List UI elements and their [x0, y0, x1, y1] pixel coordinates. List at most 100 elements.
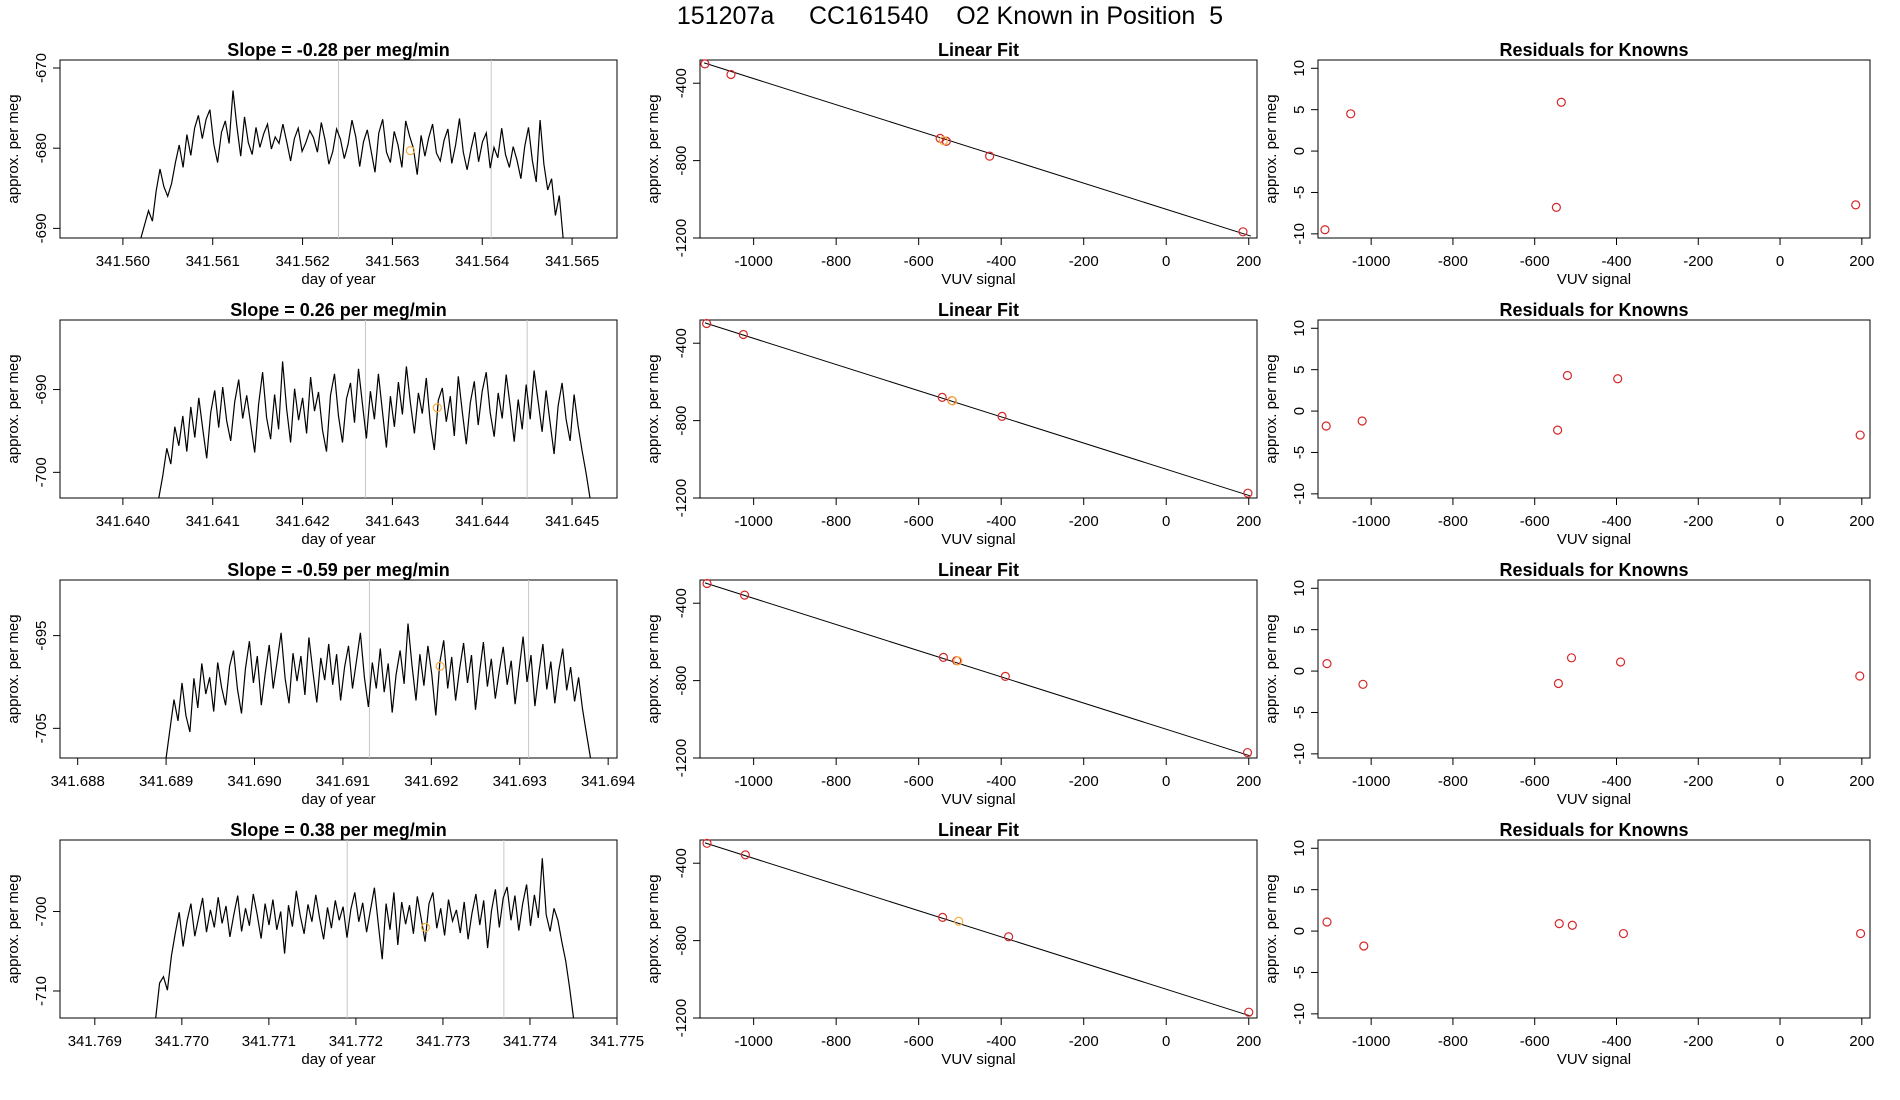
chart-1-3-data-point — [1556, 97, 1566, 107]
chart-2-3-frame — [1317, 319, 1871, 499]
chart-1-2-frame — [699, 59, 1258, 239]
chart-4-3-xtick-label: -200 — [1683, 1033, 1713, 1050]
chart-3-3-ytick-label: -5 — [1291, 706, 1308, 719]
chart-3-3-xtick-label: -800 — [1438, 773, 1468, 790]
chart-3-1-xlabel: day of year — [301, 791, 375, 808]
chart-4-3-xtick-label: -1000 — [1352, 1033, 1390, 1050]
chart-2-3-xtick-label: 200 — [1849, 513, 1874, 530]
chart-2-1-xtick-label: 341.645 — [545, 513, 599, 530]
chart-3-2-ylabel: approx. per meg — [645, 614, 662, 723]
chart-4-2-ytick-label: -1200 — [673, 999, 690, 1037]
chart-1-3-title: Residuals for Knowns — [1499, 40, 1688, 60]
chart-3-3-xtick-label: -400 — [1601, 773, 1631, 790]
chart-3-2-xtick-label: 0 — [1162, 773, 1170, 790]
chart-2-2-xtick-label: -200 — [1069, 513, 1099, 530]
chart-2-3-ytick-label: 0 — [1291, 407, 1308, 415]
chart-2-2-xtick-label: -400 — [986, 513, 1016, 530]
chart-1-1-title: Slope = -0.28 per meg/min — [227, 40, 450, 60]
chart-2-3-title: Residuals for Knowns — [1499, 300, 1688, 320]
chart-3-1-ytick-label: -705 — [33, 713, 50, 743]
chart-3-1-highlight-point — [435, 661, 445, 671]
chart-1-3-ytick-label: 5 — [1291, 106, 1308, 114]
chart-2-3-ytick-label: -10 — [1291, 483, 1308, 505]
chart-4-2-ylabel: approx. per meg — [645, 874, 662, 983]
chart-1-3-ytick-label: -10 — [1291, 223, 1308, 245]
chart-1-2-highlight-point — [938, 136, 949, 146]
chart-4-3-xlabel: VUV signal — [1557, 1051, 1631, 1068]
chart-4-2-xtick-label: -400 — [986, 1033, 1016, 1050]
chart-3-3-frame — [1317, 579, 1871, 759]
chart-1-3-frame — [1317, 59, 1871, 239]
chart-4-1-xtick-label: 341.775 — [590, 1033, 644, 1050]
chart-1-2-xtick-label: -800 — [821, 253, 851, 270]
chart-1-1-ytick-label: -690 — [33, 213, 50, 243]
chart-2-3-xlabel: VUV signal — [1557, 531, 1631, 548]
chart-2-2-ytick-label: -1200 — [673, 479, 690, 517]
chart-1-2-data-point — [700, 59, 710, 69]
chart-4-2-data-point — [938, 912, 948, 922]
chart-1-3-xtick-label: 0 — [1776, 253, 1784, 270]
chart-4-3-xtick-label: -400 — [1601, 1033, 1631, 1050]
chart-3-1-title: Slope = -0.59 per meg/min — [227, 560, 450, 580]
chart-1-1-xlabel: day of year — [301, 271, 375, 288]
chart-3-1-xtick-label: 341.691 — [316, 773, 370, 790]
chart-1-1-ylabel: approx. per meg — [5, 94, 22, 203]
chart-3-3-ytick-label: 0 — [1291, 667, 1308, 675]
chart-4-3-data-point — [1618, 928, 1629, 939]
chart-2-3-data-point — [1855, 430, 1865, 440]
chart-2-2-ytick-label: -400 — [673, 328, 690, 358]
chart-4-2-highlight-point — [954, 916, 964, 926]
chart-2-2-xtick-label: -600 — [904, 513, 934, 530]
chart-4-2-title: Linear Fit — [938, 820, 1019, 840]
chart-3-1-frame — [59, 579, 618, 759]
chart-4-1-frame — [59, 839, 618, 1019]
chart-2-2-xtick-label: 0 — [1162, 513, 1170, 530]
chart-2-3-data-point — [1357, 416, 1367, 426]
chart-1-3-data-point — [1346, 109, 1356, 119]
chart-4-3-data-point — [1567, 920, 1577, 930]
chart-1-3-xtick-label: -600 — [1520, 253, 1550, 270]
chart-1-3-ytick-label: 10 — [1291, 60, 1308, 77]
chart-3-2-frame — [699, 579, 1258, 759]
chart-3-2-data-point — [938, 652, 949, 662]
chart-3-3-xtick-label: -600 — [1520, 773, 1550, 790]
chart-2-2-highlight-point — [947, 396, 958, 406]
chart-3-2-xtick-label: -200 — [1069, 773, 1099, 790]
chart-1-2-ytick-label: -800 — [673, 146, 690, 176]
chart-2-1-ylabel: approx. per meg — [5, 354, 22, 463]
chart-1-3-xtick-label: -200 — [1683, 253, 1713, 270]
chart-1-1-xtick-label: 341.560 — [96, 253, 150, 270]
chart-3-1-xtick-label: 341.694 — [581, 773, 635, 790]
chart-4-2-xtick-label: -200 — [1069, 1033, 1099, 1050]
chart-4-1-xlabel: day of year — [301, 1051, 375, 1068]
chart-3-1-xtick-label: 341.689 — [139, 773, 193, 790]
chart-1-2-xtick-label: -600 — [904, 253, 934, 270]
chart-3-2-xlabel: VUV signal — [941, 791, 1015, 808]
chart-2-3-data-point — [1562, 370, 1573, 381]
chart-1-2-xtick-label: -400 — [986, 253, 1016, 270]
chart-3-3-xtick-label: 200 — [1849, 773, 1874, 790]
chart-2-2-data-point — [702, 318, 712, 329]
chart-3-1-xtick-label: 341.693 — [493, 773, 547, 790]
chart-4-1-xtick-label: 341.770 — [155, 1033, 209, 1050]
chart-3-2-xtick-label: 200 — [1236, 773, 1261, 790]
chart-2-2-fit-line — [704, 322, 1251, 497]
chart-4-3-title: Residuals for Knowns — [1499, 820, 1688, 840]
chart-4-3-ylabel: approx. per meg — [1263, 874, 1280, 983]
chart-1-2-xtick-label: 200 — [1236, 253, 1261, 270]
chart-1-2-xtick-label: -1000 — [734, 253, 772, 270]
chart-3-3-xtick-label: 0 — [1776, 773, 1784, 790]
chart-1-3-xtick-label: -400 — [1601, 253, 1631, 270]
chart-3-2-ytick-label: -1200 — [673, 739, 690, 777]
chart-2-2-xtick-label: -1000 — [734, 513, 772, 530]
chart-4-3-ytick-label: 5 — [1291, 886, 1308, 894]
chart-2-3-xtick-label: -800 — [1438, 513, 1468, 530]
chart-2-1-highlight-point — [432, 403, 442, 413]
chart-1-3-data-point — [1551, 202, 1561, 212]
chart-4-1-series-line — [155, 858, 575, 1019]
chart-3-2-data-point — [702, 578, 712, 589]
chart-2-2-ytick-label: -800 — [673, 406, 690, 436]
chart-4-2-xlabel: VUV signal — [941, 1051, 1015, 1068]
chart-1-2-xtick-label: 0 — [1162, 253, 1170, 270]
chart-4-3-ytick-label: -5 — [1291, 966, 1308, 979]
